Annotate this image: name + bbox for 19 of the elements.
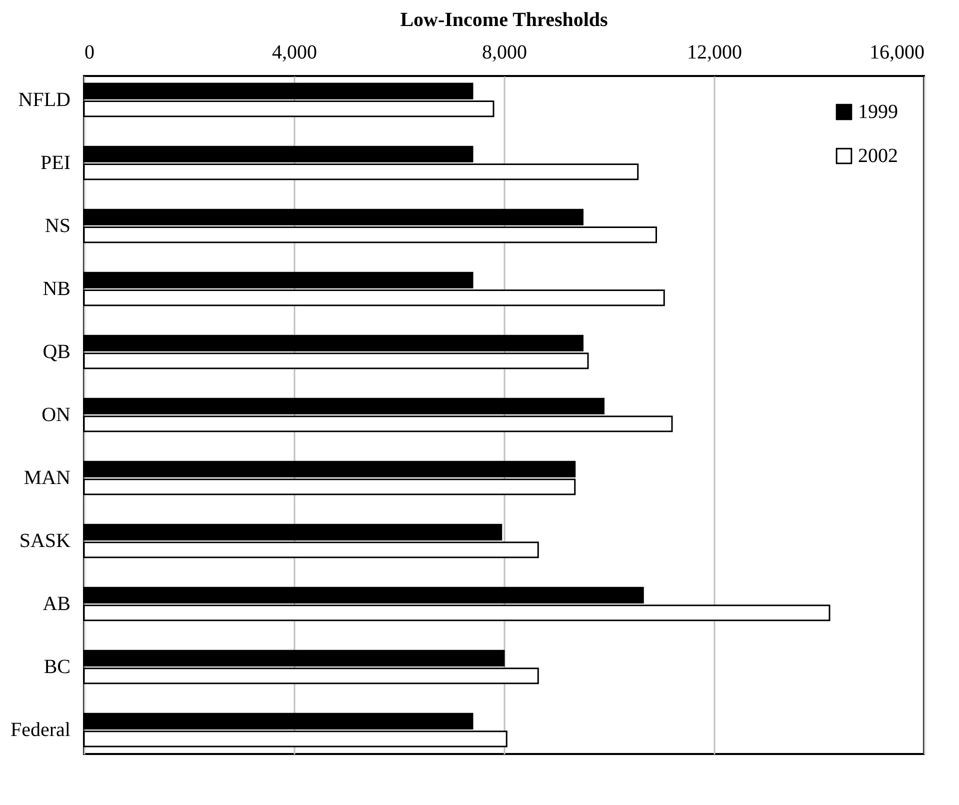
x-tick-label: 16,000 — [870, 42, 924, 64]
y-tick-label: QB — [42, 340, 70, 363]
legend-label: 1999 — [858, 101, 898, 123]
y-tick-label: NB — [42, 278, 70, 300]
y-tick-label: BC — [44, 656, 70, 678]
y-tick-label: Federal — [10, 719, 71, 742]
x-tick-label: 8,000 — [482, 42, 527, 64]
x-tick-label: 0 — [84, 42, 94, 64]
y-tick-label: ON — [42, 404, 70, 426]
x-tick-label: 12,000 — [687, 42, 742, 64]
y-tick-label: PEI — [40, 152, 70, 174]
x-tick-label: 4,000 — [272, 42, 317, 64]
y-tick-label: NFLD — [18, 88, 70, 111]
y-tick-label: MAN — [24, 467, 70, 490]
y-tick-label: AB — [42, 593, 70, 616]
legend-label: 2002 — [858, 145, 898, 167]
y-tick-label: SASK — [19, 530, 72, 552]
y-tick-label: NS — [44, 214, 70, 237]
chart-title: Low-Income Thresholds — [400, 9, 608, 31]
